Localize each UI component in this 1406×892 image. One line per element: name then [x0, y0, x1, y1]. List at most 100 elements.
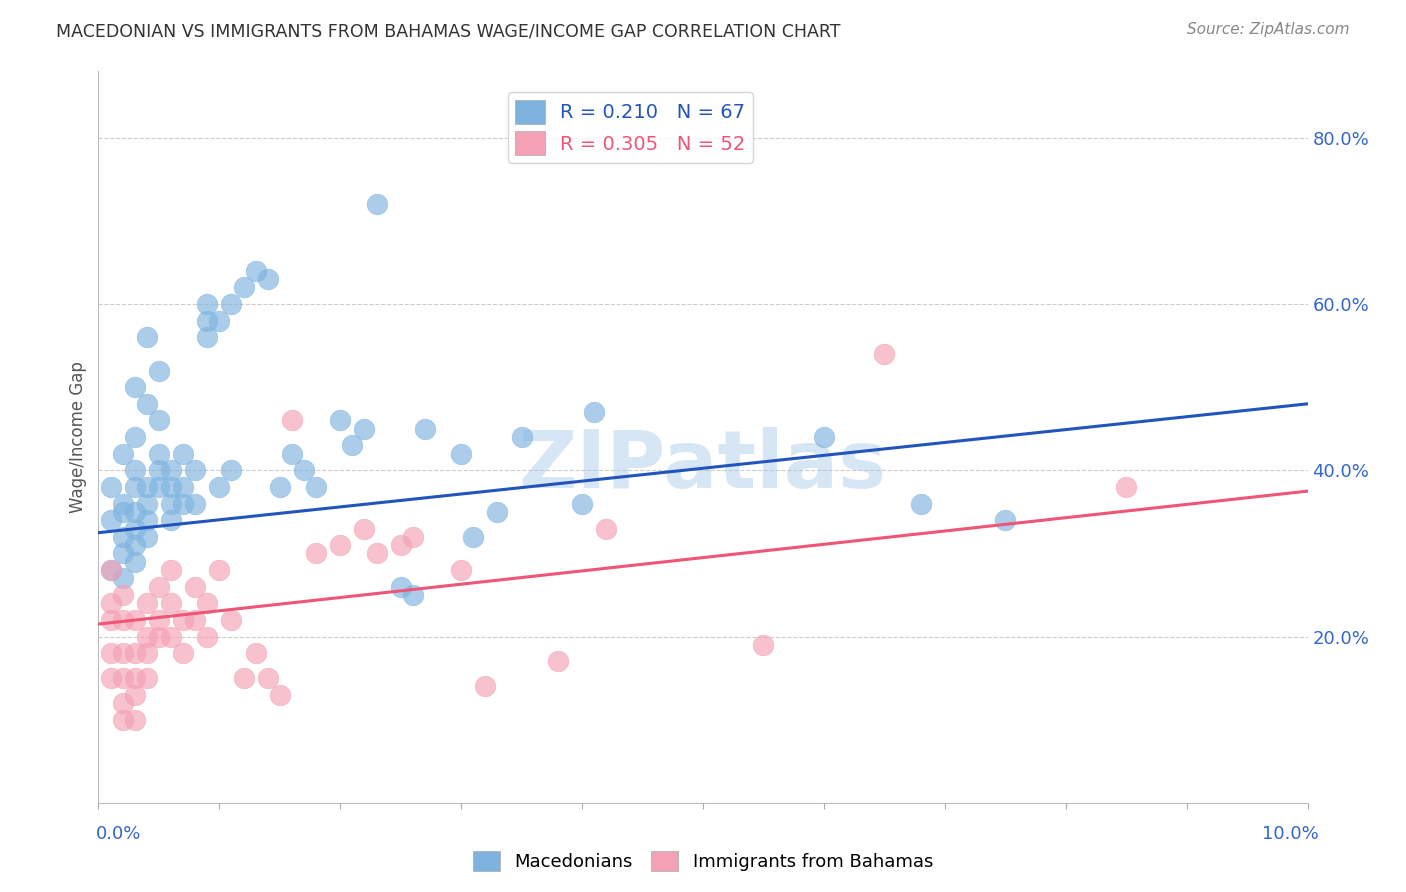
Legend: R = 0.210   N = 67, R = 0.305   N = 52: R = 0.210 N = 67, R = 0.305 N = 52	[508, 92, 754, 163]
Text: 10.0%: 10.0%	[1263, 825, 1319, 843]
Text: MACEDONIAN VS IMMIGRANTS FROM BAHAMAS WAGE/INCOME GAP CORRELATION CHART: MACEDONIAN VS IMMIGRANTS FROM BAHAMAS WA…	[56, 22, 841, 40]
Point	[474, 680, 496, 694]
Point	[245, 646, 267, 660]
Point	[160, 630, 183, 644]
Point	[111, 546, 134, 560]
Point	[100, 513, 122, 527]
Point	[172, 646, 194, 660]
Point	[124, 505, 146, 519]
Point	[124, 646, 146, 660]
Point	[124, 521, 146, 535]
Point	[208, 314, 231, 328]
Point	[100, 563, 122, 577]
Point	[111, 530, 134, 544]
Point	[124, 463, 146, 477]
Point	[269, 480, 291, 494]
Point	[124, 430, 146, 444]
Point	[195, 297, 218, 311]
Point	[342, 438, 364, 452]
Point	[172, 613, 194, 627]
Point	[281, 413, 304, 427]
Point	[148, 580, 170, 594]
Point	[111, 571, 134, 585]
Point	[172, 480, 194, 494]
Point	[135, 397, 157, 411]
Point	[305, 546, 328, 560]
Point	[583, 405, 606, 419]
Point	[135, 630, 157, 644]
Point	[353, 422, 375, 436]
Point	[148, 480, 170, 494]
Point	[111, 497, 134, 511]
Point	[124, 380, 146, 394]
Point	[366, 546, 388, 560]
Point	[135, 671, 157, 685]
Point	[148, 630, 170, 644]
Point	[148, 363, 170, 377]
Point	[389, 580, 412, 594]
Point	[111, 613, 134, 627]
Point	[111, 505, 134, 519]
Point	[486, 505, 509, 519]
Point	[148, 447, 170, 461]
Point	[232, 671, 254, 685]
Point	[221, 463, 243, 477]
Point	[402, 530, 425, 544]
Point	[100, 596, 122, 610]
Point	[124, 671, 146, 685]
Point	[813, 430, 835, 444]
Point	[135, 480, 157, 494]
Point	[208, 480, 231, 494]
Point	[195, 314, 218, 328]
Point	[292, 463, 315, 477]
Point	[135, 497, 157, 511]
Point	[124, 688, 146, 702]
Point	[148, 463, 170, 477]
Text: ZIPatlas: ZIPatlas	[519, 427, 887, 506]
Point	[571, 497, 593, 511]
Point	[135, 513, 157, 527]
Point	[195, 596, 218, 610]
Point	[160, 596, 183, 610]
Point	[413, 422, 436, 436]
Point	[450, 563, 472, 577]
Point	[184, 497, 207, 511]
Point	[184, 580, 207, 594]
Point	[100, 671, 122, 685]
Point	[195, 330, 218, 344]
Point	[124, 538, 146, 552]
Point	[124, 613, 146, 627]
Point	[305, 480, 328, 494]
Point	[160, 497, 183, 511]
Point	[184, 613, 207, 627]
Point	[111, 713, 134, 727]
Point	[256, 671, 278, 685]
Point	[329, 538, 352, 552]
Point	[353, 521, 375, 535]
Point	[547, 655, 569, 669]
Point	[111, 646, 134, 660]
Point	[124, 480, 146, 494]
Legend: Macedonians, Immigrants from Bahamas: Macedonians, Immigrants from Bahamas	[465, 844, 941, 879]
Point	[135, 646, 157, 660]
Point	[100, 613, 122, 627]
Point	[450, 447, 472, 461]
Point	[160, 480, 183, 494]
Point	[160, 463, 183, 477]
Point	[148, 613, 170, 627]
Point	[124, 713, 146, 727]
Point	[184, 463, 207, 477]
Text: 0.0%: 0.0%	[96, 825, 141, 843]
Point	[1115, 480, 1137, 494]
Point	[111, 447, 134, 461]
Point	[135, 530, 157, 544]
Point	[366, 197, 388, 211]
Point	[135, 596, 157, 610]
Point	[269, 688, 291, 702]
Point	[329, 413, 352, 427]
Point	[124, 555, 146, 569]
Point	[100, 563, 122, 577]
Point	[389, 538, 412, 552]
Point	[135, 330, 157, 344]
Y-axis label: Wage/Income Gap: Wage/Income Gap	[69, 361, 87, 513]
